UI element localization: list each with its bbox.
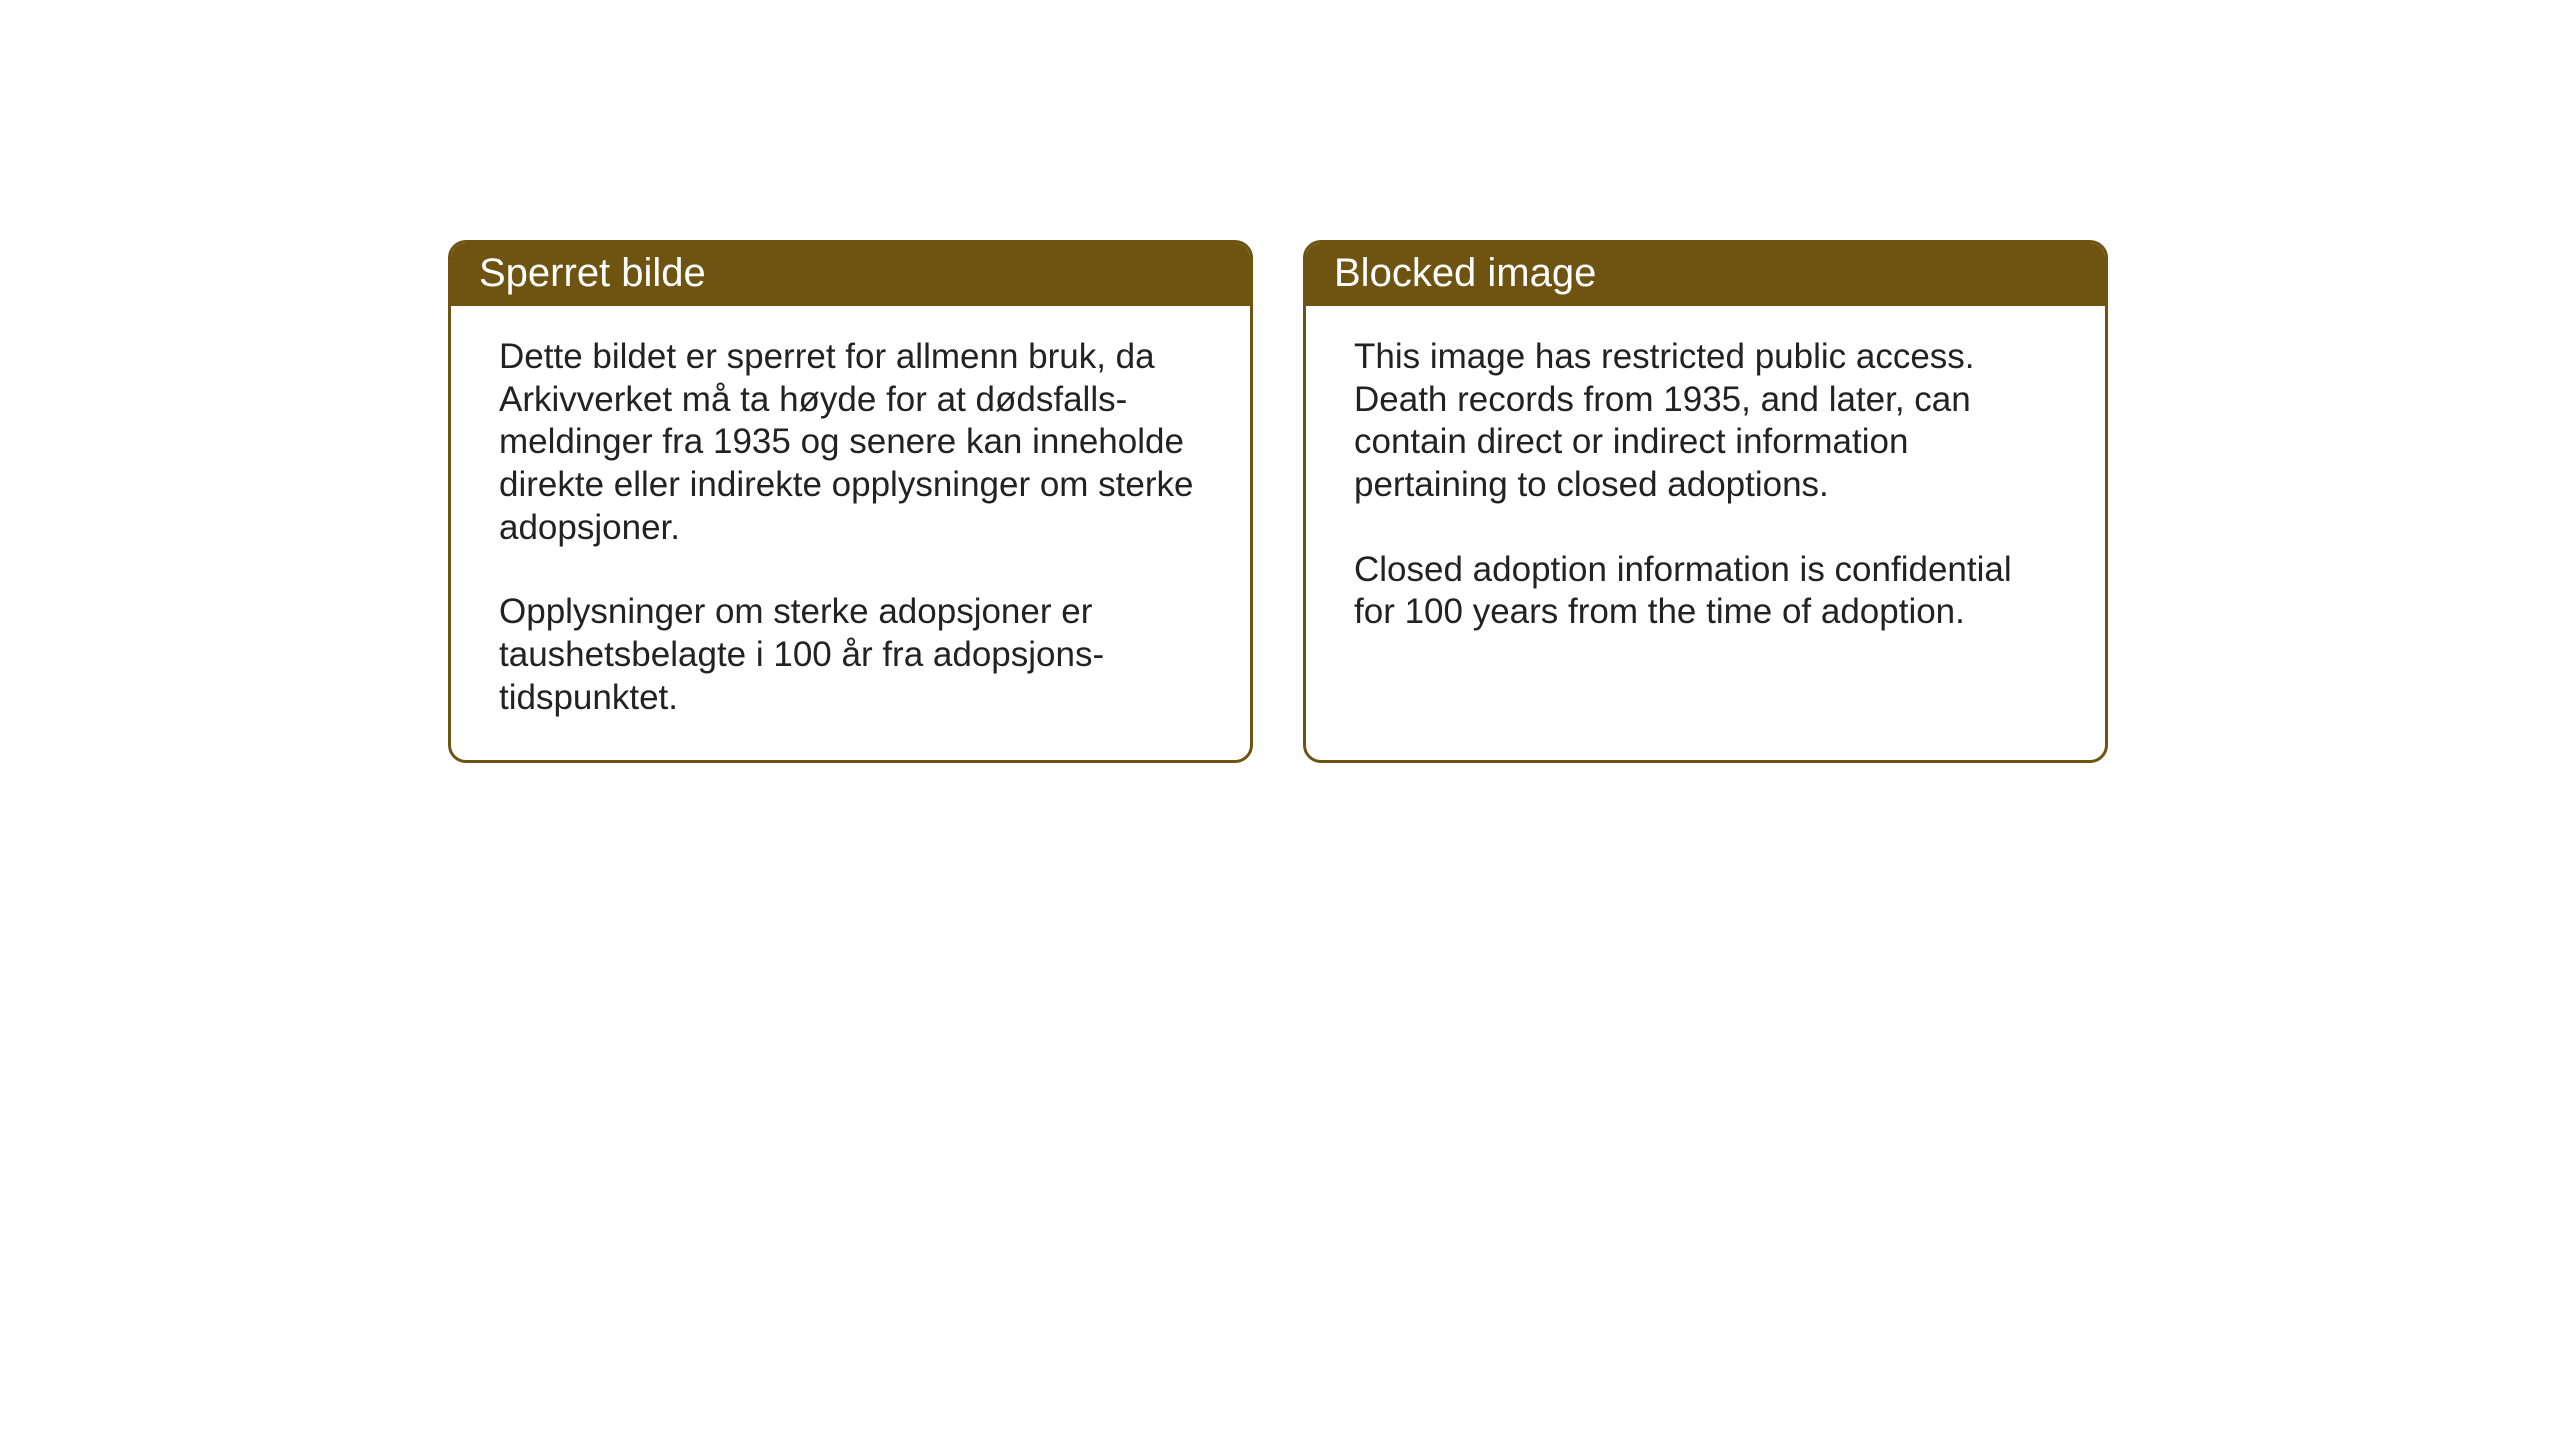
card-paragraph: Opplysninger om sterke adopsjoner er tau… [499,591,1202,719]
card-header-english: Blocked image [1306,243,2105,306]
card-title-english: Blocked image [1334,251,1596,295]
card-paragraph: Dette bildet er sperret for allmenn bruk… [499,336,1202,549]
card-body-norwegian: Dette bildet er sperret for allmenn bruk… [451,306,1250,760]
notice-card-norwegian: Sperret bilde Dette bildet er sperret fo… [448,240,1253,763]
notice-card-english: Blocked image This image has restricted … [1303,240,2108,763]
notice-cards-container: Sperret bilde Dette bildet er sperret fo… [448,240,2108,763]
card-body-english: This image has restricted public access.… [1306,306,2105,706]
card-paragraph: Closed adoption information is confident… [1354,549,2057,634]
card-paragraph: This image has restricted public access.… [1354,336,2057,507]
card-title-norwegian: Sperret bilde [479,251,706,295]
card-header-norwegian: Sperret bilde [451,243,1250,306]
